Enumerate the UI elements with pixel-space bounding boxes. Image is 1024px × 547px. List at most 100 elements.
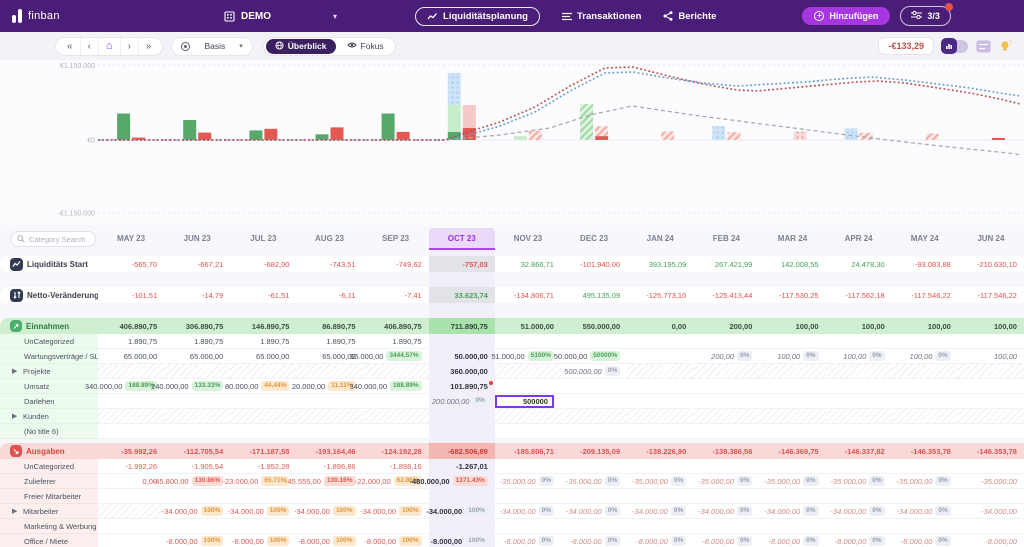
table-cell[interactable]: -8.000,00 0% xyxy=(693,534,760,547)
table-cell[interactable] xyxy=(759,424,826,439)
table-cell[interactable]: 550.000,00 xyxy=(560,318,628,334)
table-cell[interactable] xyxy=(296,394,363,409)
table-cell[interactable]: -8.000,00 100% xyxy=(164,534,231,547)
table-cell[interactable] xyxy=(230,394,297,409)
table-cell[interactable] xyxy=(891,394,958,409)
table-cell[interactable] xyxy=(759,489,826,504)
month-header[interactable]: APR 24 xyxy=(844,234,873,243)
month-header[interactable]: SEP 23 xyxy=(382,234,410,243)
table-cell[interactable]: -34.000,00 100% xyxy=(294,504,363,519)
cell-input[interactable]: 500000 xyxy=(494,394,554,408)
table-cell[interactable] xyxy=(164,409,231,424)
table-cell[interactable]: -34.000,00 0% xyxy=(560,504,628,519)
table-cell[interactable]: -1.898,16 xyxy=(362,459,429,474)
jump-first-icon[interactable]: « xyxy=(60,37,81,55)
nav-transaktionen[interactable]: Transaktionen xyxy=(561,11,641,22)
table-cell[interactable]: 200.000,00 0% xyxy=(428,394,495,409)
table-cell[interactable]: -23.000,00 65.71% xyxy=(223,474,297,489)
table-cell[interactable] xyxy=(428,489,495,504)
table-cell[interactable] xyxy=(891,334,958,349)
table-cell[interactable] xyxy=(627,409,694,424)
prev-icon[interactable]: ‹ xyxy=(81,37,99,55)
table-cell[interactable]: -209.135,09 xyxy=(560,443,628,459)
table-cell[interactable] xyxy=(230,409,297,424)
table-cell[interactable]: -6,11 xyxy=(296,287,363,303)
table-cell[interactable] xyxy=(230,424,297,439)
table-cell[interactable]: -34.000,00 100% xyxy=(228,504,297,519)
month-header[interactable]: JUN 24 xyxy=(977,234,1005,243)
row-label[interactable]: UnCategorized xyxy=(0,459,98,474)
table-cell[interactable]: -8.000,00 0% xyxy=(759,534,826,547)
table-cell[interactable] xyxy=(560,489,628,504)
table-cell[interactable] xyxy=(825,394,892,409)
table-cell[interactable]: -93.083,88 xyxy=(891,256,958,272)
table-cell[interactable]: -35.000,00 0% xyxy=(891,474,958,489)
row-label[interactable]: ↘ Ausgaben xyxy=(0,443,98,459)
table-cell[interactable]: -185.806,71 xyxy=(494,443,561,459)
table-cell[interactable]: 65.000,00 xyxy=(230,349,297,364)
table-cell[interactable]: -34.000,00 100% xyxy=(162,504,231,519)
table-cell[interactable]: -757,03 xyxy=(428,256,495,272)
table-cell[interactable] xyxy=(164,489,231,504)
table-cell[interactable] xyxy=(230,519,297,534)
table-cell[interactable]: -34.000,00 100% xyxy=(426,504,495,519)
table-cell[interactable] xyxy=(296,519,363,534)
table-cell[interactable]: -682,00 xyxy=(230,256,297,272)
table-cell[interactable]: 500.000,00 0% xyxy=(560,364,628,379)
table-cell[interactable]: 100,00 0% xyxy=(891,349,958,364)
table-cell[interactable] xyxy=(693,364,760,379)
table-cell[interactable]: -117.530,25 xyxy=(759,287,826,303)
table-cell[interactable] xyxy=(164,519,231,534)
table-cell[interactable] xyxy=(164,424,231,439)
scenario-counter[interactable]: 3/3 xyxy=(900,3,953,26)
table-cell[interactable]: -1.267,01 xyxy=(428,459,495,474)
table-cell[interactable]: 0,00 xyxy=(98,474,165,489)
table-cell[interactable]: -8.000,00 100% xyxy=(362,534,429,547)
table-cell[interactable] xyxy=(759,394,826,409)
table-cell[interactable] xyxy=(693,334,760,349)
month-header[interactable]: MAY 23 xyxy=(117,234,146,243)
table-cell[interactable] xyxy=(957,519,1024,534)
table-cell[interactable] xyxy=(627,424,694,439)
table-cell[interactable] xyxy=(98,394,165,409)
table-cell[interactable]: -61,51 xyxy=(230,287,297,303)
table-cell[interactable]: -743,51 xyxy=(296,256,363,272)
table-cell[interactable]: -480.000,00 1371.43% xyxy=(410,474,495,489)
table-cell[interactable]: -34.000,00 0% xyxy=(825,504,892,519)
table-cell[interactable]: -8.000,00 0% xyxy=(825,534,892,547)
table-cell[interactable]: 50.000,00 xyxy=(428,349,495,364)
table-cell[interactable] xyxy=(627,379,694,394)
table-cell[interactable]: -45.800,00 130.86% xyxy=(153,474,231,489)
table-cell[interactable]: 65.000,00 xyxy=(98,349,165,364)
tab-fokus[interactable]: Fokus xyxy=(338,39,393,53)
row-label[interactable]: Wartungsverträge / SLA xyxy=(0,349,98,364)
table-cell[interactable]: 86.890,75 xyxy=(296,318,363,334)
table-cell[interactable] xyxy=(494,424,561,439)
nav-liquiditaetsplanung[interactable]: Liquiditätsplanung xyxy=(415,6,540,26)
table-cell[interactable]: 267.421,99 xyxy=(693,256,760,272)
nav-berichte[interactable]: Berichte xyxy=(663,11,716,22)
table-cell[interactable] xyxy=(362,409,429,424)
table-cell[interactable]: 306.890,75 xyxy=(164,318,231,334)
table-cell[interactable] xyxy=(759,364,826,379)
table-cell[interactable] xyxy=(957,394,1024,409)
table-cell[interactable]: -45.555,00 130.16% xyxy=(285,474,363,489)
table-cell[interactable]: 1.890,75 xyxy=(98,334,165,349)
table-cell[interactable]: -117.546,22 xyxy=(891,287,958,303)
table-cell[interactable]: 100,00 0% xyxy=(759,349,826,364)
table-cell[interactable] xyxy=(957,379,1024,394)
month-header[interactable]: NOV 23 xyxy=(513,234,543,243)
table-cell[interactable]: -101,51 xyxy=(98,287,165,303)
table-cell[interactable]: 51.000,00 xyxy=(494,318,561,334)
table-cell[interactable]: 1.890,75 xyxy=(296,334,363,349)
table-cell[interactable] xyxy=(957,459,1024,474)
row-label[interactable]: UnCategorized xyxy=(0,334,98,349)
table-cell[interactable]: 80.000,00 44.44% xyxy=(225,379,297,394)
expand-chevron-icon[interactable]: ▶ xyxy=(12,413,18,420)
table-cell[interactable]: -146.337,82 xyxy=(825,443,892,459)
table-cell[interactable] xyxy=(693,409,760,424)
table-cell[interactable] xyxy=(296,424,363,439)
expand-chevron-icon[interactable]: ▶ xyxy=(12,368,18,375)
table-cell[interactable] xyxy=(627,364,694,379)
table-cell[interactable] xyxy=(494,459,561,474)
